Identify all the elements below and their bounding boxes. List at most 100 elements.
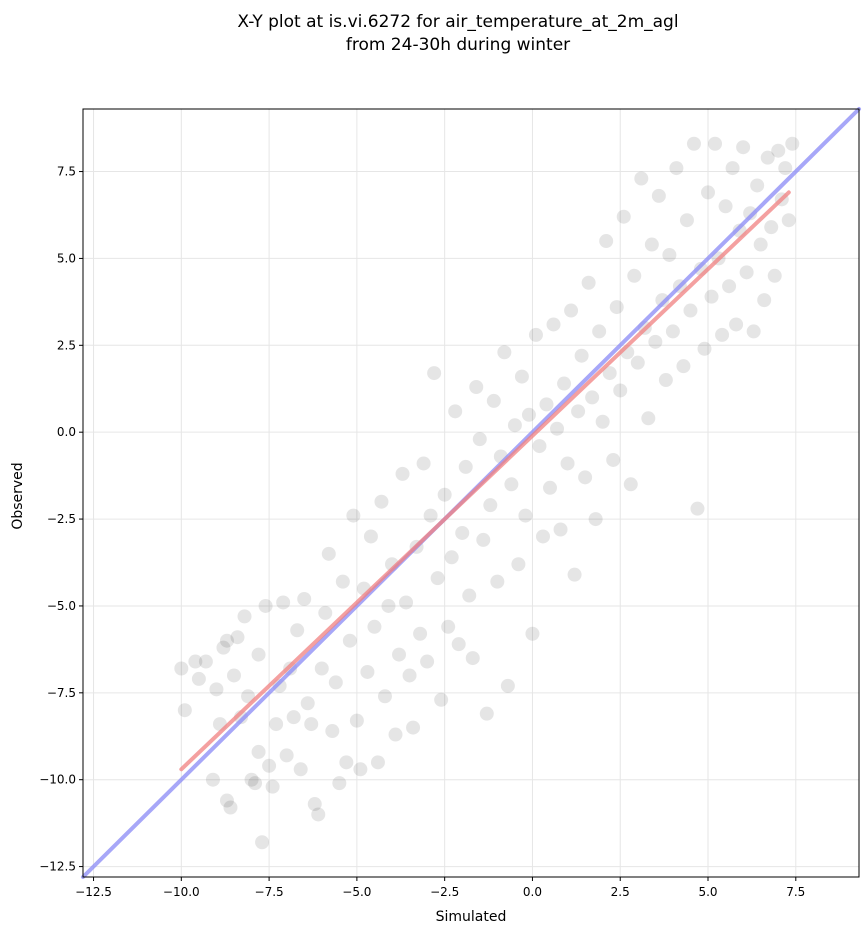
scatter-point-115: [585, 390, 600, 405]
scatter-point-156: [729, 317, 744, 332]
x-tick-label-7: 5.0: [698, 885, 717, 899]
x-axis-ticks: −12.5 −10.0 −7.5 −5.0 −2.5 0.0 2.5 5.0 7.5: [75, 877, 805, 899]
scatter-point-138: [665, 324, 680, 339]
scatter-point-90: [497, 345, 512, 360]
scatter-point-105: [550, 421, 565, 436]
scatter-point-136: [658, 373, 673, 388]
scatter-point-109: [564, 303, 579, 318]
y-axis-ticks: −12.5 −10.0 −7.5 −5.0 −2.5 0.0 2.5 5.0 7.5: [39, 165, 83, 874]
scatter-point-155: [725, 161, 740, 176]
scatter-point-167: [767, 268, 782, 283]
scatter-point-69: [423, 508, 438, 523]
scatter-point-53: [367, 619, 382, 634]
scatter-point-164: [757, 293, 772, 308]
scatter-point-94: [511, 557, 526, 572]
scatter-point-86: [483, 498, 498, 513]
reference-lines: [81, 107, 861, 879]
scatter-point-66: [413, 626, 428, 641]
y-tick-label-7: 5.0: [57, 251, 76, 265]
scatter-point-153: [718, 199, 733, 214]
x-tick-label-3: −5.0: [342, 885, 371, 899]
x-tick-label-1: −10.0: [163, 885, 200, 899]
scatter-point-80: [462, 588, 477, 603]
scatter-point-132: [644, 237, 659, 252]
scatter-point-48: [349, 713, 364, 728]
scatter-point-11: [223, 800, 238, 815]
scatter-point-141: [676, 359, 691, 374]
scatter-point-107: [557, 376, 572, 391]
scatter-point-122: [609, 300, 624, 315]
scatter-point-101: [535, 529, 550, 544]
scatter-point-71: [430, 571, 445, 586]
scatter-point-78: [455, 525, 470, 540]
scatter-point-36: [307, 797, 322, 812]
scatter-point-25: [269, 717, 284, 732]
scatter-point-74: [441, 619, 456, 634]
scatter-point-137: [662, 247, 677, 262]
scatter-point-6: [209, 682, 224, 697]
x-tick-label-8: 7.5: [786, 885, 805, 899]
scatter-point-30: [286, 710, 301, 725]
scatter-point-62: [399, 595, 414, 610]
scatter-point-116: [588, 512, 603, 527]
scatter-point-54: [370, 755, 385, 770]
scatter-point-47: [346, 508, 361, 523]
scatter-point-72: [434, 692, 449, 707]
scatter-point-10: [219, 793, 234, 808]
scatter-point-23: [262, 758, 277, 773]
scatter-point-31: [290, 623, 305, 638]
scatter-point-28: [279, 748, 294, 763]
scatter-point-139: [669, 161, 684, 176]
scatter-point-67: [416, 456, 431, 471]
scatter-point-91: [500, 678, 515, 693]
y-tick-label-1: −10.0: [39, 773, 76, 787]
y-tick-label-3: −5.0: [47, 599, 76, 613]
scatter-point-2: [188, 654, 203, 669]
scatter-point-61: [395, 466, 410, 481]
scatter-point-103: [543, 480, 558, 495]
scatter-point-118: [595, 414, 610, 429]
scatter-point-121: [606, 452, 621, 467]
scatter-point-171: [781, 213, 796, 228]
scatter-point-108: [560, 456, 575, 471]
scatter-point-112: [574, 348, 589, 363]
scatter-point-97: [521, 407, 536, 422]
scatter-point-56: [377, 689, 392, 704]
scatter-point-92: [504, 477, 519, 492]
scatter-point-126: [623, 477, 638, 492]
x-tick-label-0: −12.5: [75, 885, 112, 899]
regression-fit-line: [179, 190, 791, 772]
scatter-point-88: [490, 574, 505, 589]
scatter-point-60: [392, 647, 407, 662]
scatter-point-144: [686, 136, 701, 151]
scatter-point-13: [230, 630, 245, 645]
scatter-point-21: [255, 835, 270, 850]
scatter-point-45: [339, 755, 354, 770]
scatter-point-5: [205, 772, 220, 787]
scatter-point-27: [276, 595, 291, 610]
scatter-point-16: [241, 689, 256, 704]
scatter-point-39: [318, 605, 333, 620]
scatter-point-98: [525, 626, 540, 641]
scatter-point-26: [272, 678, 287, 693]
scatter-point-95: [514, 369, 529, 384]
scatter-point-17: [244, 772, 259, 787]
y-axis-label: Observed: [10, 462, 26, 529]
scatter-point-85: [479, 706, 494, 721]
scatter-point-81: [465, 651, 480, 666]
scatter-point-154: [722, 279, 737, 294]
scatter-point-87: [486, 393, 501, 408]
scatter-point-40: [321, 546, 336, 561]
y-tick-label-4: −2.5: [47, 512, 76, 526]
scatter-point-111: [571, 404, 586, 419]
scatter-points: [174, 136, 800, 850]
scatter-point-57: [381, 598, 396, 613]
scatter-point-64: [406, 720, 421, 735]
scatter-point-110: [567, 567, 582, 582]
scatter-point-76: [448, 404, 463, 419]
x-axis-label: Simulated: [436, 909, 507, 925]
scatter-point-93: [507, 418, 522, 433]
scatter-point-168: [771, 143, 786, 158]
scatter-point-35: [304, 717, 319, 732]
scatter-point-1: [177, 703, 192, 718]
